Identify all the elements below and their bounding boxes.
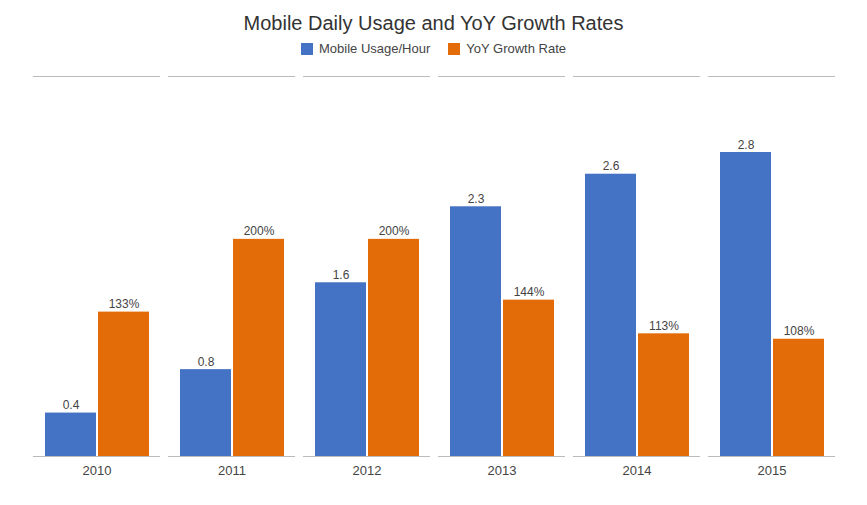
svg-text:2015: 2015 [758,463,787,478]
svg-text:2.6: 2.6 [603,159,620,173]
svg-text:2.8: 2.8 [738,138,755,152]
svg-text:2010: 2010 [83,463,112,478]
svg-text:2012: 2012 [353,463,382,478]
svg-text:108%: 108% [784,324,815,338]
svg-text:200%: 200% [379,224,410,238]
svg-text:2.3: 2.3 [468,192,485,206]
svg-text:2013: 2013 [488,463,517,478]
svg-text:200%: 200% [244,224,275,238]
html-text:Mobile Daily Usage and YoY Gro: Mobile Daily Usage and YoY Growth Rates [243,12,624,34]
svg-text:0.8: 0.8 [198,355,215,369]
svg-text:2014: 2014 [623,463,652,478]
svg-text:1.6: 1.6 [333,268,350,282]
svg-text:0.4: 0.4 [63,398,80,412]
svg-text:2011: 2011 [218,463,246,478]
svg-text:133%: 133% [109,297,140,311]
svg-text:144%: 144% [514,285,545,299]
html-text:YoY Growth Rate: YoY Growth Rate [466,41,566,56]
svg-text:113%: 113% [649,319,679,333]
html-text:Mobile Usage/Hour: Mobile Usage/Hour [319,41,431,56]
